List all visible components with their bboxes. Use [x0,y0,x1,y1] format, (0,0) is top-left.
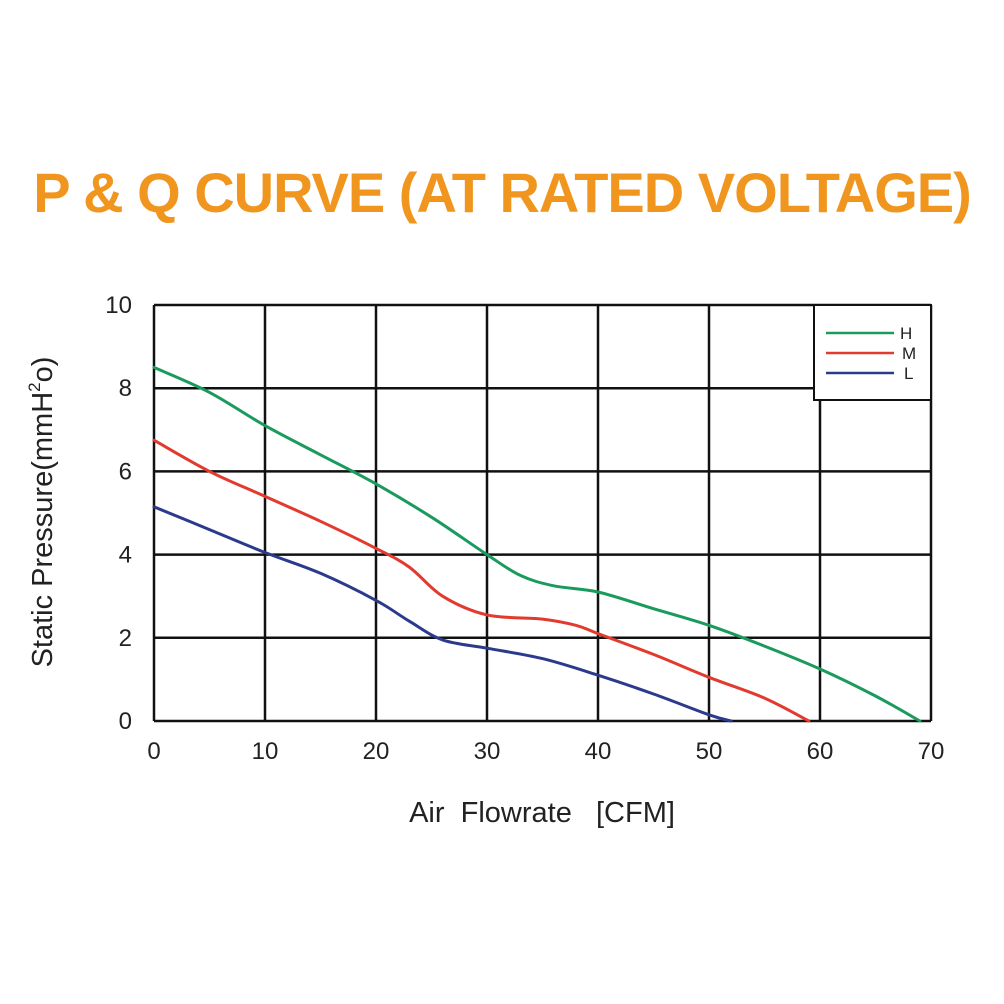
series-line-h [152,365,922,723]
x-axis-title: Air Flowrate [CFM] [409,797,675,829]
legend-label-l: L [904,364,913,383]
y-tick-label: 8 [119,375,132,402]
series-lines [152,365,922,723]
x-tick-label: 20 [363,738,390,765]
y-tick-label: 4 [119,542,132,569]
x-tick-label: 10 [252,738,279,765]
series-line-m [152,438,811,723]
x-tick-label: 30 [474,738,501,765]
y-axis-title-base: Static Pressure(mmH [27,392,59,668]
y-axis-title-end: o) [27,357,59,383]
x-tick-label: 70 [918,738,945,765]
y-tick-label: 2 [119,625,132,652]
axes: 0 10 20 30 40 50 60 70 0 2 4 6 8 10 [105,292,944,765]
x-tick-label: 50 [696,738,723,765]
x-tick-label: 40 [585,738,612,765]
legend-label-h: H [900,324,912,343]
legend: HML [813,304,932,401]
y-tick-label: 0 [119,708,132,735]
y-axis-title-sup: 2 [25,382,44,391]
x-tick-label: 0 [147,738,160,765]
y-axis-title: Static Pressure(mmH2o) [25,357,59,668]
y-tick-label: 10 [105,292,132,319]
x-tick-label: 60 [807,738,834,765]
legend-label-m: M [902,344,916,363]
chart-title: P & Q CURVE (AT RATED VOLTAGE) [33,161,972,224]
y-tick-label: 6 [119,458,132,485]
series-line-l [152,505,733,723]
